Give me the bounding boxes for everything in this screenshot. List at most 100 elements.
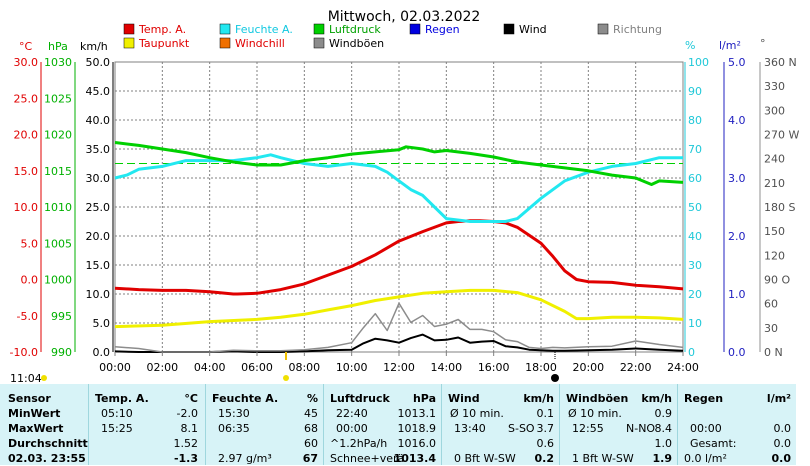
direction-axis-unit: ° — [760, 37, 766, 50]
wind-column: Wind km/h Ø 10 min. 0.1 13:40 S-SO 3.7 0… — [441, 384, 560, 465]
current-time-label: 11:04 — [10, 372, 42, 384]
humidity-avg-value: 60 — [304, 437, 318, 450]
series-line-taupunkt — [114, 288, 684, 329]
pressure-tick-label: 990 — [51, 346, 72, 359]
sunrise-marker-icon — [41, 375, 47, 381]
direction-tick-label: 180 S — [764, 201, 795, 214]
wind-tick-label: 20.0 — [86, 230, 111, 243]
legend-swatch — [313, 37, 325, 49]
x-tick-label: 06:00 — [241, 361, 273, 374]
rain-tick-label: 1.0 — [728, 288, 746, 301]
gusts-column: Windböen km/h Ø 10 min. 0.9 12:55 N-NO 8… — [559, 384, 678, 465]
humidity-tick-label: 20 — [688, 288, 702, 301]
temp-tick-label: -5.0 — [17, 310, 38, 323]
humidity-min-value: 45 — [304, 407, 318, 420]
chart-title: Mittwoch, 02.03.2022 — [328, 9, 481, 25]
humidity-tick-label: 30 — [688, 259, 702, 272]
gusts-unit: km/h — [641, 392, 672, 405]
direction-tick-label: 150 — [764, 225, 785, 238]
humidity-tick-label: 50 — [688, 201, 702, 214]
temp-header: Temp. A. — [95, 392, 149, 405]
temp-column: Temp. A. °C 05:10 -2.0 15:25 8.1 1.52 -1… — [88, 384, 206, 465]
direction-tick-label: 300 — [764, 104, 785, 117]
wind-tick-label: 35.0 — [86, 143, 111, 156]
wind-beaufort: 0 Bft W-SW — [454, 452, 516, 465]
legend-label: Wind — [519, 23, 547, 36]
pressure-forecast: Schnee+verä — [330, 452, 405, 465]
gusts-avg-value: 1.0 — [654, 437, 673, 450]
wind-tick-label: 0.0 — [93, 346, 111, 359]
direction-tick-label: 30 — [764, 322, 778, 335]
row-label-min: MinWert — [8, 407, 61, 420]
temp-max-value: 8.1 — [180, 422, 199, 435]
gusts-beaufort: 1 Bft W-SW — [572, 452, 634, 465]
wind-min-value: 0.1 — [536, 407, 555, 420]
legend-swatch — [313, 23, 325, 35]
rain-tick-label: 0.0 — [728, 346, 746, 359]
direction-tick-label: 0 N — [764, 346, 783, 359]
rain-total-label: Gesamt: — [690, 437, 737, 450]
gusts-header: Windböen — [566, 392, 629, 405]
wind-max-direction: S-SO — [508, 422, 535, 435]
pressure-tick-label: 1015 — [44, 165, 72, 178]
temp-tick-label: 0.0 — [21, 274, 39, 287]
gusts-min-label: Ø 10 min. — [568, 407, 622, 420]
humidity-tick-label: 100 — [688, 56, 709, 69]
x-tick-label: 02:00 — [146, 361, 178, 374]
x-tick-label: 18:00 — [525, 361, 557, 374]
series-line-temp-a — [114, 219, 684, 296]
wind-header: Wind — [448, 392, 480, 405]
rain-tick-label: 4.0 — [728, 114, 746, 127]
rain-header: Regen — [684, 392, 724, 405]
wind-tick-label: 15.0 — [86, 259, 111, 272]
statistics-table: Sensor MinWert MaxWert Durchschnitt 02.0… — [0, 384, 796, 465]
sun-marker-icon — [283, 375, 289, 381]
x-tick-label: 10:00 — [336, 361, 368, 374]
pressure-max-value: 1018.9 — [397, 422, 437, 435]
humidity-tick-label: 70 — [688, 143, 702, 156]
direction-tick-label: 240 — [764, 153, 785, 166]
legend-label: Temp. A. — [138, 23, 186, 36]
rain-total-value: 0.0 — [773, 437, 792, 450]
wind-current-value: 0.2 — [534, 452, 555, 465]
direction-tick-label: 360 N — [764, 56, 797, 69]
temp-max-time: 15:25 — [101, 422, 133, 435]
series-line-wind — [114, 333, 684, 353]
pressure-tick-label: 1010 — [44, 201, 72, 214]
pressure-unit: hPa — [412, 392, 436, 405]
legend-swatch — [597, 23, 609, 35]
wind-max-value: 3.7 — [536, 422, 555, 435]
humidity-max-time: 06:35 — [218, 422, 250, 435]
pressure-tick-label: 1025 — [44, 92, 72, 105]
legend-swatch — [409, 23, 421, 35]
direction-tick-label: 210 — [764, 177, 785, 190]
direction-tick-label: 90 O — [764, 274, 790, 287]
row-label-max: MaxWert — [8, 422, 64, 435]
wind-tick-label: 10.0 — [86, 288, 111, 301]
temp-unit: °C — [184, 392, 198, 405]
x-tick-label: 22:00 — [620, 361, 652, 374]
gusts-max-direction: N-NO — [626, 422, 656, 435]
temp-axis-unit: °C — [19, 40, 33, 53]
legend-label: Regen — [425, 23, 460, 36]
humidity-tick-label: 90 — [688, 85, 702, 98]
temp-tick-label: 25.0 — [14, 92, 39, 105]
wind-tick-label: 40.0 — [86, 114, 111, 127]
temp-current-value: -1.3 — [173, 452, 198, 465]
pressure-header: Luftdruck — [330, 392, 390, 405]
wind-min-label: Ø 10 min. — [450, 407, 504, 420]
rain-current-label: 0.0 l/m² — [684, 452, 727, 465]
pressure-trend: ^1.2hPa/h — [330, 437, 388, 450]
humidity-tick-label: 80 — [688, 114, 702, 127]
series-line-windb-en — [114, 302, 684, 353]
humidity-min-time: 15:30 — [218, 407, 250, 420]
row-label-average: Durchschnitt — [8, 437, 88, 450]
pressure-column: Luftdruck hPa 22:40 1013.1 00:00 1018.9 … — [323, 384, 442, 465]
wind-axis-unit: km/h — [80, 40, 108, 53]
rain-max-value: 0.0 — [773, 422, 792, 435]
pressure-min-value: 1013.1 — [397, 407, 437, 420]
humidity-max-value: 68 — [304, 422, 318, 435]
temp-avg-value: 1.52 — [173, 437, 199, 450]
moon-marker-icon — [551, 374, 559, 382]
x-tick-label: 12:00 — [383, 361, 415, 374]
